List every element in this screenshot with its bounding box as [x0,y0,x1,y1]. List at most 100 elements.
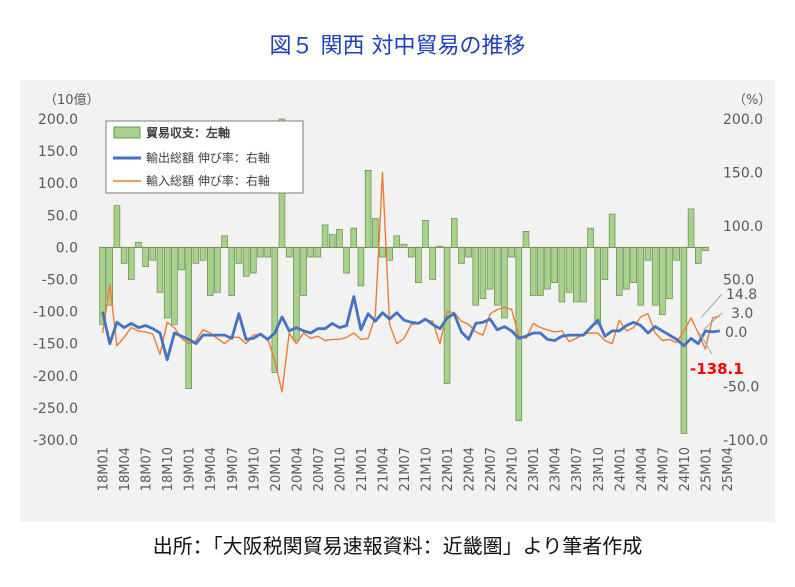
x-tick-label: 18M07 [140,447,155,491]
x-tick-label: 20M04 [290,447,305,491]
trade-balance-bar [465,247,472,258]
right-tick-label: 200.0 [723,112,763,128]
trade-balance-bar [149,247,157,261]
trade-balance-bar [680,247,688,434]
trade-balance-bar [328,234,336,248]
data-annotation: 3.0 [731,306,753,322]
trade-balance-bar [630,247,637,284]
trade-balance-bar [623,247,630,290]
trade-balance-bar [544,247,551,290]
x-tick-label: 24M07 [656,447,671,491]
right-tick-label: -50.0 [723,380,759,396]
x-tick-label: 19M07 [226,447,241,491]
x-tick-label: 21M10 [420,447,435,491]
trade-balance-bar [651,247,659,306]
trade-balance-bar [551,247,558,284]
trade-balance-bar [616,247,623,296]
trade-balance-bar [206,247,214,296]
trade-balance-bar [357,247,365,287]
chart-title: 図５ 関西 対中貿易の推移 [269,34,526,59]
trade-balance-bar [386,247,393,261]
trade-balance-bar [314,247,322,258]
trade-balance-bar [601,247,609,280]
x-tick-label: 21M04 [377,447,392,491]
trade-balance-bar [300,247,307,296]
right-tick-label: 100.0 [723,219,763,235]
trade-balance-bar [142,247,149,267]
left-tick-label: -300.0 [33,433,78,449]
trade-balance-bar [472,247,480,306]
left-tick-label: 100.0 [38,176,78,192]
trade-balance-bar [257,247,264,258]
x-tick-label: 19M10 [247,447,262,491]
trade-balance-bar [580,247,587,303]
trade-balance-bar [113,205,121,248]
trade-balance-bar [687,208,695,248]
trade-balance-bar [673,247,680,261]
x-tick-label: 23M07 [570,447,585,491]
trade-balance-bar [393,235,401,248]
trade-balance-bar [659,247,666,316]
left-tick-label: 50.0 [47,208,78,224]
trade-balance-bar [242,247,250,277]
trade-balance-bar [293,247,300,341]
trade-balance-bar [271,247,279,373]
x-tick-label: 23M04 [549,447,564,491]
left-tick-label: -100.0 [33,305,78,321]
x-tick-label: 18M01 [97,447,112,491]
x-tick-label: 22M01 [441,447,456,491]
x-tick-label: 25M01 [699,447,714,491]
trade-balance-bar [450,218,458,248]
trade-balance-bar [285,247,293,258]
x-tick-label: 20M01 [269,447,284,491]
data-annotation: -138.1 [690,360,744,378]
trade-balance-bar [644,247,652,261]
x-tick-label: 24M01 [613,447,628,491]
legend-label: 輸入総額 伸び率：右軸 [146,173,270,188]
x-tick-label: 25M04 [721,447,736,491]
x-tick-label: 20M07 [312,447,327,491]
trade-balance-bar [594,247,602,325]
x-tick-label: 23M01 [527,447,542,491]
trade-balance-bar [350,227,358,248]
x-tick-label: 23M10 [592,447,607,491]
trade-balance-bar [99,247,106,325]
trade-balance-bar [422,220,429,248]
left-tick-label: 150.0 [38,144,78,160]
trade-balance-bar [106,247,114,306]
trade-balance-bar [120,247,128,264]
trade-balance-bar [343,247,350,274]
trade-balance-bar [666,247,673,300]
trade-balance-bar [508,247,515,258]
x-tick-label: 19M01 [183,447,198,491]
trade-balance-bar [587,227,594,248]
trade-balance-bar [479,247,487,300]
annotation-leader [701,293,723,318]
trade-balance-bar [307,247,314,258]
trade-balance-bar [128,247,135,280]
data-annotation: 14.8 [726,287,757,303]
x-tick-label: 18M10 [161,447,176,491]
trade-balance-bar [501,247,508,319]
trade-balance-bar [235,247,243,264]
left-tick-label: -150.0 [33,337,78,353]
x-tick-label: 22M07 [484,447,499,491]
trade-balance-bar [558,247,566,303]
left-tick-label: 200.0 [38,112,78,128]
trade-balance-bar [436,245,444,248]
trade-balance-bar [185,247,192,389]
trade-balance-bar [192,247,200,264]
trade-balance-bar [565,247,573,293]
right-tick-label: -100.0 [723,433,768,449]
legend-label: 貿易収支：左軸 [146,125,230,140]
trade-balance-bar [608,213,616,248]
right-tick-label: 50.0 [723,273,754,289]
trade-balance-bar [379,247,386,258]
trade-balance-bar [537,247,544,296]
source-note: 出所：「大阪税関貿易速報資料：近畿圏」より筆者作成 [152,534,643,558]
trade-balance-bar [522,231,530,248]
left-tick-label: -250.0 [33,401,78,417]
x-tick-label: 21M01 [355,447,370,491]
